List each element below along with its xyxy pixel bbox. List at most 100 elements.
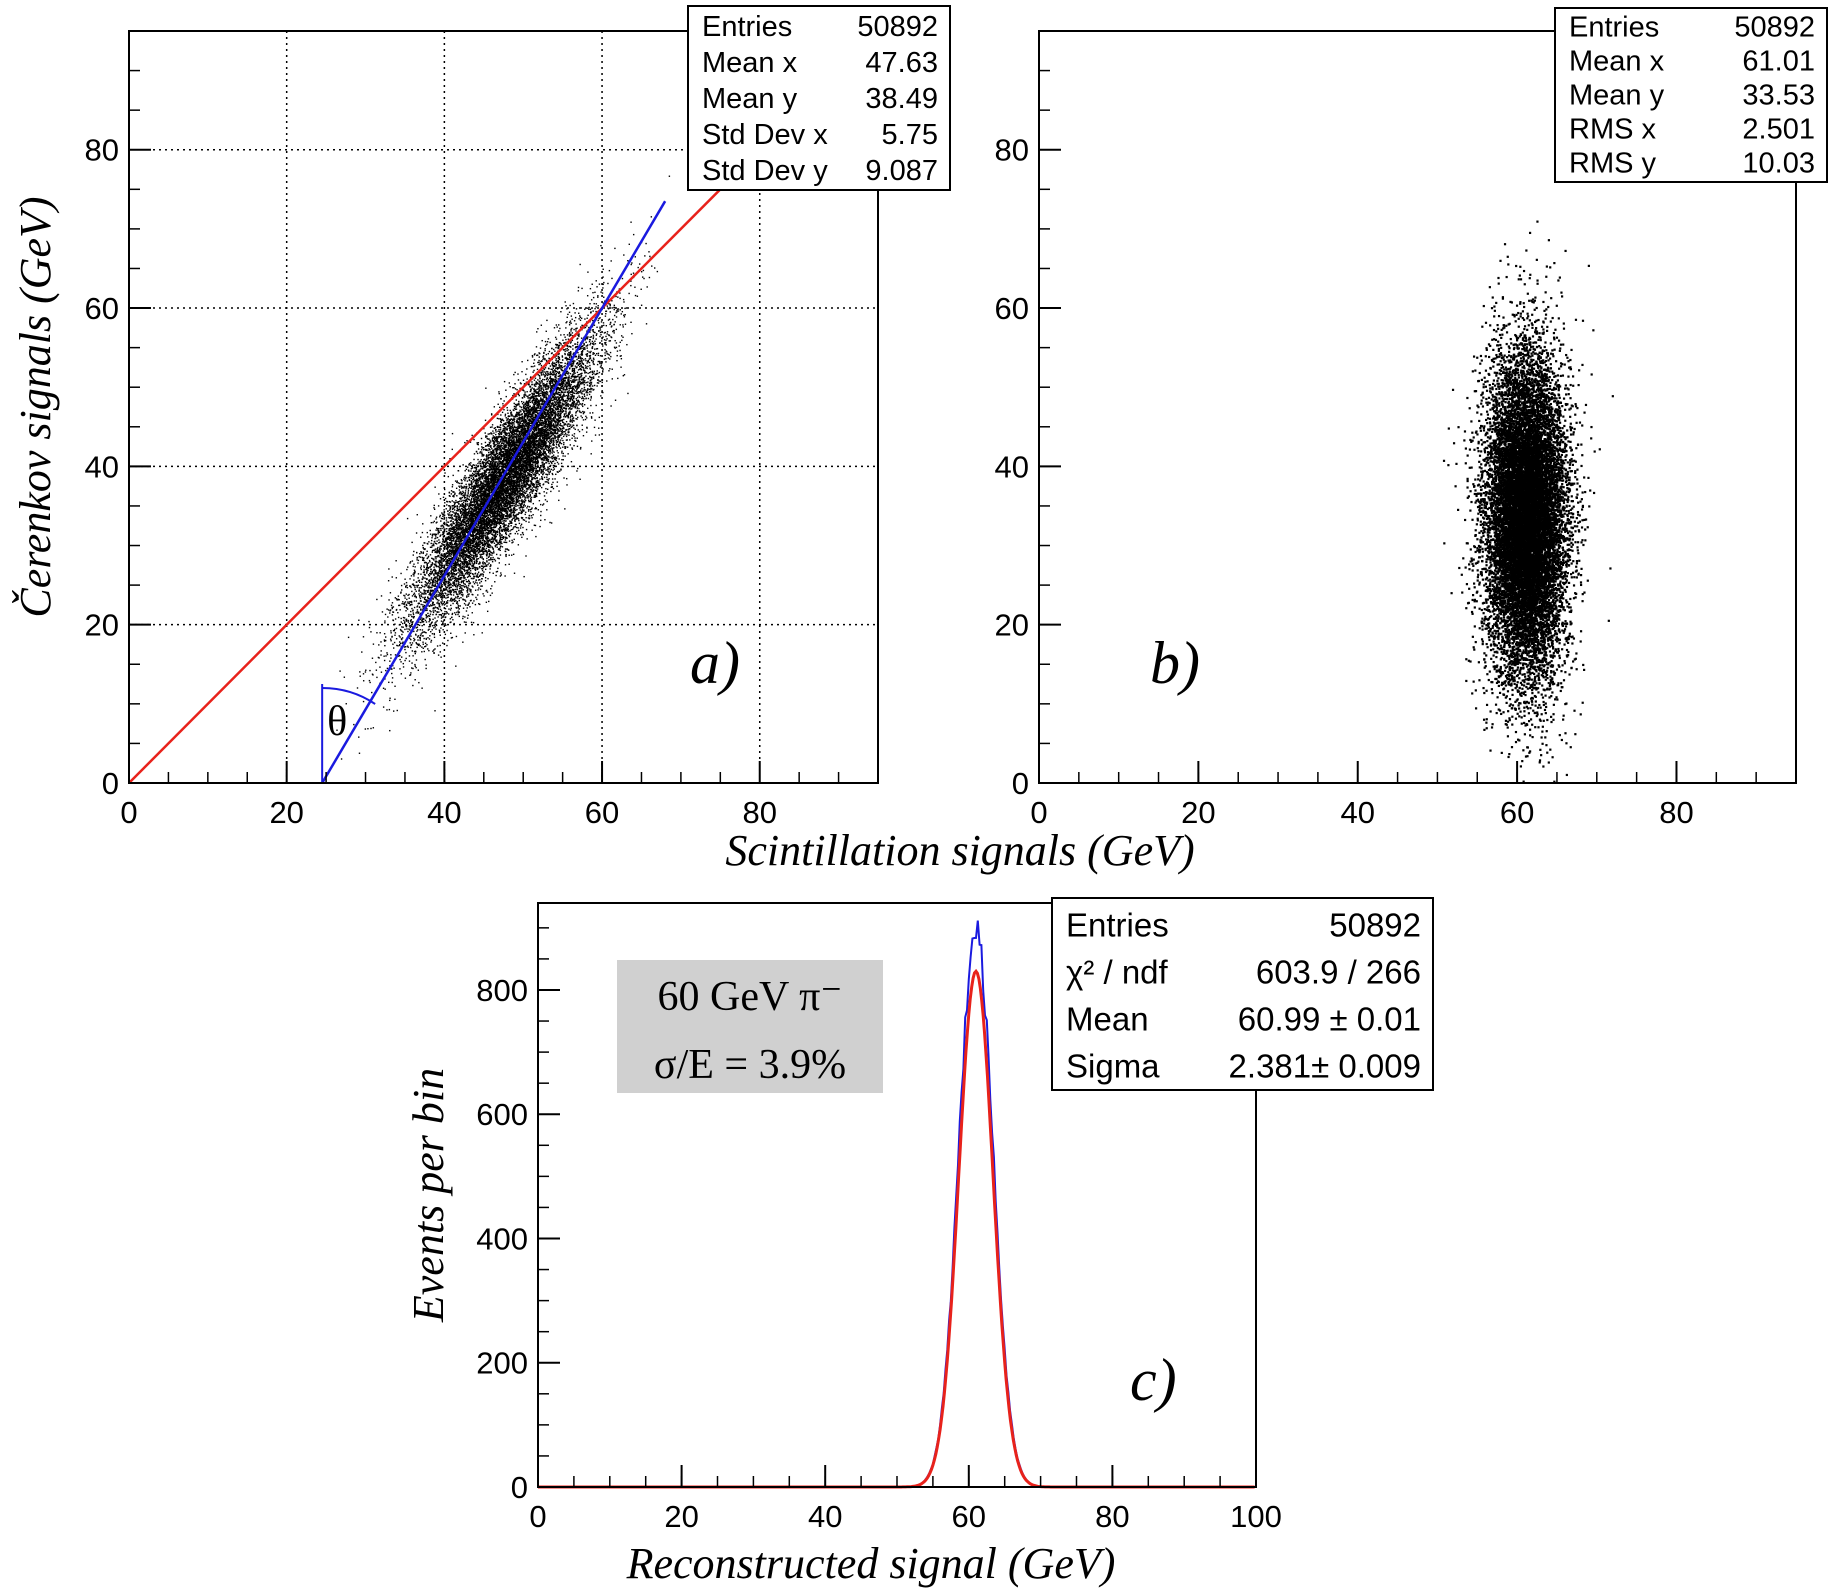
panel-a-point: [536, 401, 538, 403]
panel-a-point: [411, 595, 414, 597]
panel-a-point: [534, 450, 536, 452]
panel-a-point: [494, 560, 497, 562]
panel-a-point: [406, 586, 409, 589]
panel-a-point: [503, 427, 505, 430]
panel-a-point: [542, 473, 544, 476]
panel-a-point: [453, 509, 456, 511]
panel-a-point: [420, 552, 423, 554]
panel-a-point: [493, 406, 496, 408]
panel-a-point: [411, 560, 414, 562]
panel-a-point: [498, 465, 500, 467]
panel-a-point: [479, 493, 481, 495]
panel-a-point: [457, 603, 459, 605]
panel-a-point: [534, 486, 536, 488]
panel-a-point: [410, 619, 413, 621]
panel-a-point: [535, 482, 537, 484]
panel-a-point: [421, 646, 423, 648]
panel-a-point: [575, 330, 577, 332]
panel-a-point: [596, 363, 599, 366]
panel-a-point: [382, 687, 385, 689]
panel-a-point: [539, 347, 542, 349]
panel-a-point: [452, 518, 454, 520]
panel-a-point: [634, 256, 637, 258]
panel-a-point: [579, 263, 581, 266]
panel-a-point: [443, 614, 445, 617]
panel-a-point: [445, 530, 448, 533]
panel-a-point: [477, 533, 480, 535]
panel-a-point: [501, 470, 504, 472]
panel-a-point: [486, 510, 489, 513]
panel-a-point: [570, 396, 572, 398]
panel-a-point: [426, 550, 428, 553]
panel-a-point: [481, 446, 483, 448]
panel-a-point: [640, 288, 642, 290]
panel-a-point: [487, 455, 490, 457]
panel-a-point: [532, 416, 534, 419]
panel-a-point: [544, 421, 546, 424]
panel-a-point: [546, 382, 548, 385]
panel-a-point: [415, 659, 418, 661]
panel-a-point: [581, 402, 584, 405]
panel-a-point: [578, 410, 581, 412]
panel-a-point: [523, 490, 526, 492]
panel-a-point: [462, 528, 465, 530]
panel-a-point: [552, 466, 555, 469]
panel-a-point: [548, 412, 550, 414]
panel-a-point: [501, 462, 504, 465]
panel-a-point: [389, 592, 392, 594]
panel-a-point: [522, 519, 525, 521]
panel-a-point: [536, 483, 538, 486]
panel-a-point: [553, 394, 556, 397]
panel-a-point: [519, 409, 521, 412]
panel-a-point: [592, 330, 594, 333]
panel-a-point: [467, 587, 469, 589]
panel-a-point: [473, 534, 475, 537]
panel-a-point: [520, 410, 522, 413]
panel-a-point: [577, 369, 580, 371]
panel-a-point: [513, 423, 515, 425]
panel-a-point: [524, 513, 526, 516]
panel-a-point: [533, 395, 535, 397]
panel-a-point: [500, 522, 503, 524]
panel-a-point: [460, 492, 462, 495]
panel-a-point: [540, 451, 542, 453]
panel-a-point: [456, 593, 458, 595]
panel-a-point: [470, 470, 472, 472]
panel-a-point: [586, 394, 588, 396]
panel-a-point: [496, 539, 498, 541]
panel-a-point: [601, 292, 604, 294]
panel-a-point: [429, 580, 431, 582]
panel-a-point: [585, 371, 588, 374]
panel-a-point: [498, 391, 500, 393]
panel-a-point: [417, 635, 420, 637]
panel-a-point: [461, 591, 463, 594]
panel-a-point: [359, 675, 361, 677]
panel-a-point: [523, 455, 526, 457]
panel-a-point: [462, 607, 465, 609]
panel-a-point: [443, 509, 445, 511]
panel-a-point: [467, 488, 470, 490]
panel-a-point: [555, 392, 557, 395]
panel-a-point: [449, 576, 452, 579]
panel-a-point: [476, 503, 479, 505]
panel-a-point: [495, 453, 497, 455]
panel-a-point: [423, 650, 425, 653]
panel-a-point: [586, 325, 588, 327]
panel-a-point: [421, 609, 424, 611]
panel-a-point: [467, 489, 470, 492]
panel-a-point: [491, 424, 494, 426]
panel-a-point: [396, 709, 398, 712]
panel-a-point: [549, 456, 551, 459]
panel-a-point: [591, 440, 593, 442]
panel-a-point: [501, 538, 503, 541]
panel-a-point: [544, 499, 547, 501]
panel-a-point: [462, 585, 464, 587]
panel-a-point: [447, 639, 449, 642]
panel-a-point: [610, 405, 612, 407]
panel-a-point: [468, 464, 470, 466]
panel-a-point: [502, 438, 504, 440]
panel-a-point: [461, 486, 463, 489]
panel-a-point: [553, 468, 556, 470]
panel-a-point: [459, 573, 461, 575]
panel-a-point: [593, 302, 595, 305]
